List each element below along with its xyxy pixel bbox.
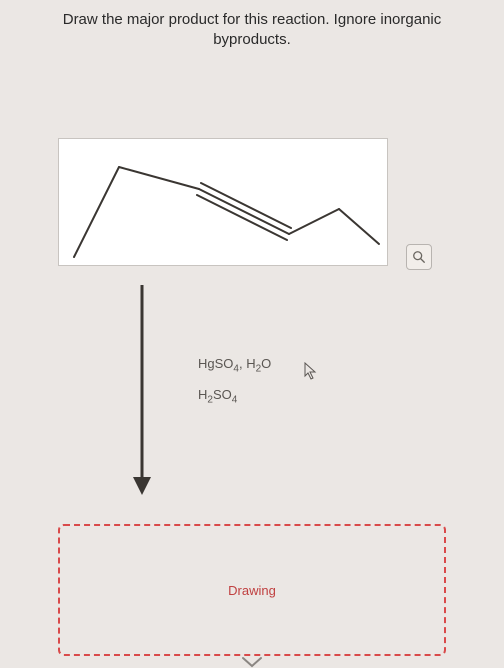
- question-prompt: Draw the major product for this reaction…: [20, 10, 484, 49]
- cursor-icon: [304, 362, 318, 380]
- magnifier-icon: [412, 250, 426, 264]
- reactant-structure-box[interactable]: [58, 138, 388, 266]
- reagent-line2: H2SO4: [198, 381, 271, 412]
- chevron-down-icon[interactable]: [241, 656, 263, 668]
- prompt-line2: byproducts.: [213, 31, 291, 48]
- drawing-label: Drawing: [228, 583, 276, 598]
- reagent-line1: HgSO4, H2O: [198, 350, 271, 381]
- reagent-text: HgSO4, H2O H2SO4: [198, 350, 271, 411]
- prompt-line1: Draw the major product for this reaction…: [63, 11, 442, 28]
- zoom-button[interactable]: [406, 244, 432, 270]
- molecule-svg: [59, 139, 389, 267]
- product-drawing-area[interactable]: Drawing: [58, 524, 446, 656]
- reaction-arrow: [132, 285, 152, 495]
